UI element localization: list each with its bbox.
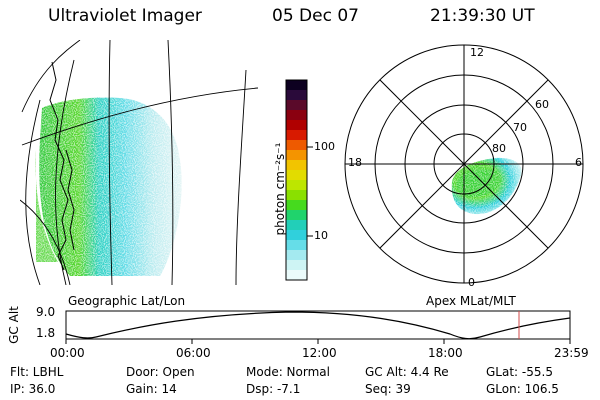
- ip-info: IP: 36.0: [10, 382, 56, 396]
- geographic-label: Geographic Lat/Lon: [68, 294, 186, 308]
- filter-info: Flt: LBHL: [10, 365, 64, 379]
- altitude-ytick-top: 9.0: [36, 305, 56, 319]
- colorbar: [285, 79, 313, 281]
- altitude-curve: [65, 311, 571, 340]
- door-info: Door: Open: [126, 365, 195, 379]
- coastline: [49, 61, 75, 271]
- seq-info: Seq: 39: [365, 382, 411, 396]
- colorbar-stripe: [286, 140, 307, 151]
- mlt-label-6: 6: [575, 156, 582, 169]
- date-label: 05 Dec 07: [272, 6, 359, 26]
- mlt-label-18: 18: [348, 156, 362, 169]
- mlt-label-0: 0: [468, 276, 475, 289]
- time-tick-2359: 23:59: [554, 346, 589, 360]
- colorbar-stripe: [286, 150, 307, 161]
- colorbar-stripe: [286, 120, 307, 131]
- colorbar-stripe: [286, 110, 307, 121]
- colorbar-stripe: [286, 130, 307, 141]
- colorbar-stripe: [286, 200, 307, 211]
- gc-alt-info: GC Alt: 4.4 Re: [365, 365, 449, 379]
- polar-plot: [344, 44, 584, 284]
- mode-info: Mode: Normal: [246, 365, 330, 379]
- glat-info: GLat: -55.5: [486, 365, 553, 379]
- colorbar-stripe: [286, 100, 307, 111]
- geographic-map: [20, 40, 258, 285]
- colorbar-tick-10: 10: [314, 229, 328, 242]
- colorbar-stripe: [286, 240, 307, 251]
- instrument-title: Ultraviolet Imager: [48, 6, 202, 26]
- altitude-plot: [65, 310, 571, 344]
- colorbar-unit-label: photon cm⁻²s⁻¹: [273, 142, 287, 236]
- colorbar-stripe: [286, 90, 307, 101]
- mlat-label-70: 70: [513, 121, 527, 134]
- time-label: 21:39:30 UT: [430, 6, 535, 26]
- colorbar-stripe: [286, 210, 307, 221]
- mlat-label-60: 60: [535, 98, 549, 111]
- mlat-label-80: 80: [492, 142, 506, 155]
- apex-label: Apex MLat/MLT: [426, 294, 516, 308]
- colorbar-stripe: [286, 220, 307, 231]
- dsp-info: Dsp: -7.1: [246, 382, 301, 396]
- time-tick-0600: 06:00: [176, 346, 211, 360]
- colorbar-stripe: [286, 180, 307, 191]
- gain-info: Gain: 14: [126, 382, 177, 396]
- mlt-label-12: 12: [470, 46, 484, 59]
- colorbar-stripe: [286, 230, 307, 241]
- time-tick-1200: 12:00: [302, 346, 337, 360]
- time-tick-1800: 18:00: [428, 346, 463, 360]
- colorbar-stripe: [286, 270, 307, 281]
- colorbar-stripe: [286, 190, 307, 201]
- colorbar-stripe: [286, 160, 307, 171]
- altitude-ytick-bottom: 1.8: [36, 326, 56, 340]
- colorbar-stripe: [286, 250, 307, 261]
- time-tick-0000: 00:00: [50, 346, 85, 360]
- altitude-ylabel: GC Alt: [7, 306, 21, 344]
- colorbar-tick-100: 100: [314, 140, 335, 153]
- colorbar-stripe: [286, 170, 307, 181]
- glon-info: GLon: 106.5: [486, 382, 559, 396]
- colorbar-stripe: [286, 260, 307, 271]
- colorbar-stripe: [286, 80, 307, 91]
